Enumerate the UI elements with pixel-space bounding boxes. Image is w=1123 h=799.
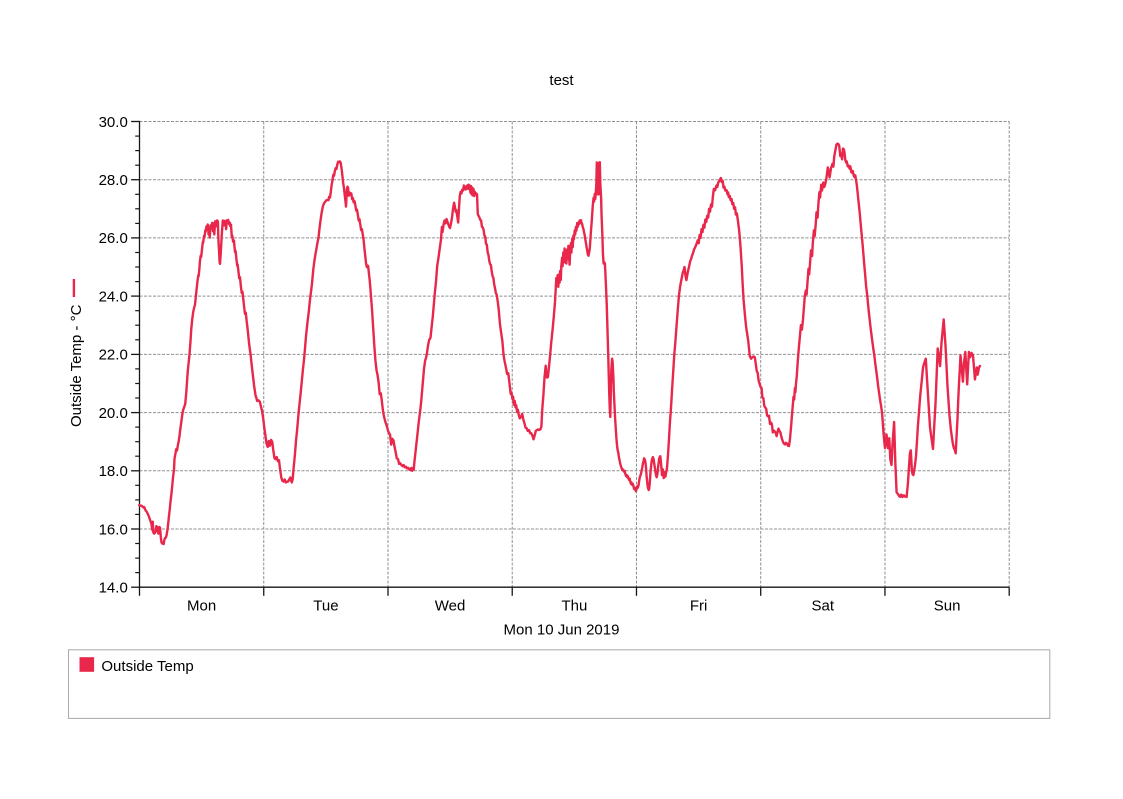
svg-text:16.0: 16.0	[99, 521, 128, 538]
svg-text:Fri: Fri	[690, 598, 708, 615]
svg-text:20.0: 20.0	[99, 405, 128, 422]
svg-text:Outside Temp - °C: Outside Temp - °C	[68, 304, 85, 427]
svg-text:Thu: Thu	[561, 598, 587, 615]
svg-text:18.0: 18.0	[99, 463, 128, 480]
svg-text:Mon 10 Jun 2019: Mon 10 Jun 2019	[504, 622, 620, 639]
svg-text:Sat: Sat	[812, 598, 835, 615]
svg-text:Mon: Mon	[187, 598, 216, 615]
svg-text:test: test	[549, 72, 574, 89]
svg-text:24.0: 24.0	[99, 288, 128, 305]
svg-text:14.0: 14.0	[99, 580, 128, 597]
svg-text:Tue: Tue	[313, 598, 338, 615]
svg-text:28.0: 28.0	[99, 172, 128, 189]
svg-text:Wed: Wed	[435, 598, 466, 615]
svg-text:Outside Temp: Outside Temp	[101, 658, 193, 675]
svg-text:22.0: 22.0	[99, 347, 128, 364]
svg-text:Sun: Sun	[934, 598, 961, 615]
svg-text:30.0: 30.0	[99, 114, 128, 131]
svg-text:26.0: 26.0	[99, 230, 128, 247]
